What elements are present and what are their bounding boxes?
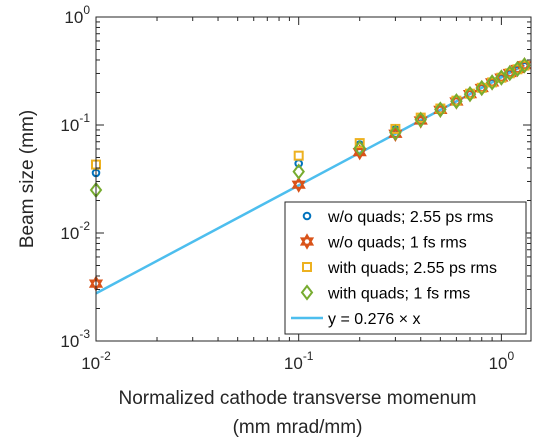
x-axis-label-units: (mm mrad/mm)	[233, 417, 363, 438]
legend: w/o quads; 2.55 ps rms w/o quads; 1 fs rm…	[284, 201, 527, 335]
x-tick-label: 100	[489, 349, 515, 373]
legend-label: w/o quads; 1 fs rms	[327, 235, 467, 252]
data-point-series-4	[353, 140, 366, 157]
legend-marker-hexagram	[299, 233, 315, 250]
data-point-series-4	[292, 163, 305, 180]
x-tick-label: 10-1	[284, 349, 314, 373]
data-point-series-4	[434, 101, 447, 118]
data-point-series-4	[389, 124, 402, 141]
data-point-series-4	[475, 79, 488, 97]
data-point-series-3	[293, 150, 304, 161]
data-point-series-4	[463, 86, 477, 103]
data-point-series-3	[354, 138, 365, 149]
data-point-series-4	[485, 74, 499, 91]
data-point-series-2	[291, 176, 306, 193]
x-tick-label: 10-2	[81, 349, 111, 373]
y-tick-label: 10-1	[60, 111, 90, 135]
legend-marker-diamond	[300, 284, 314, 301]
data-point-series-4	[495, 69, 508, 86]
y-tick-label: 10-2	[60, 219, 90, 243]
legend-label: with quads; 2.55 ps rms	[327, 260, 497, 277]
legend-box	[284, 201, 527, 335]
x-axis-label: Normalized cathode transverse momenum	[119, 388, 477, 409]
axes-box	[95, 16, 532, 342]
data-point-series-4	[450, 93, 463, 110]
y-axis-label: Beam size (mm)	[17, 110, 38, 248]
legend-marker-square	[302, 262, 312, 272]
data-point-series-4	[414, 111, 427, 128]
legend-label: y = 0.276 × x	[328, 311, 421, 328]
y-tick-label: 100	[64, 3, 90, 27]
legend-label: w/o quads; 2.55 ps rms	[327, 209, 493, 226]
y-tick-label: 10-3	[60, 327, 90, 351]
data-point-series-4	[518, 57, 531, 74]
legend-marker-circle	[302, 211, 312, 221]
legend-label: with quads; 1 fs rms	[327, 286, 470, 303]
